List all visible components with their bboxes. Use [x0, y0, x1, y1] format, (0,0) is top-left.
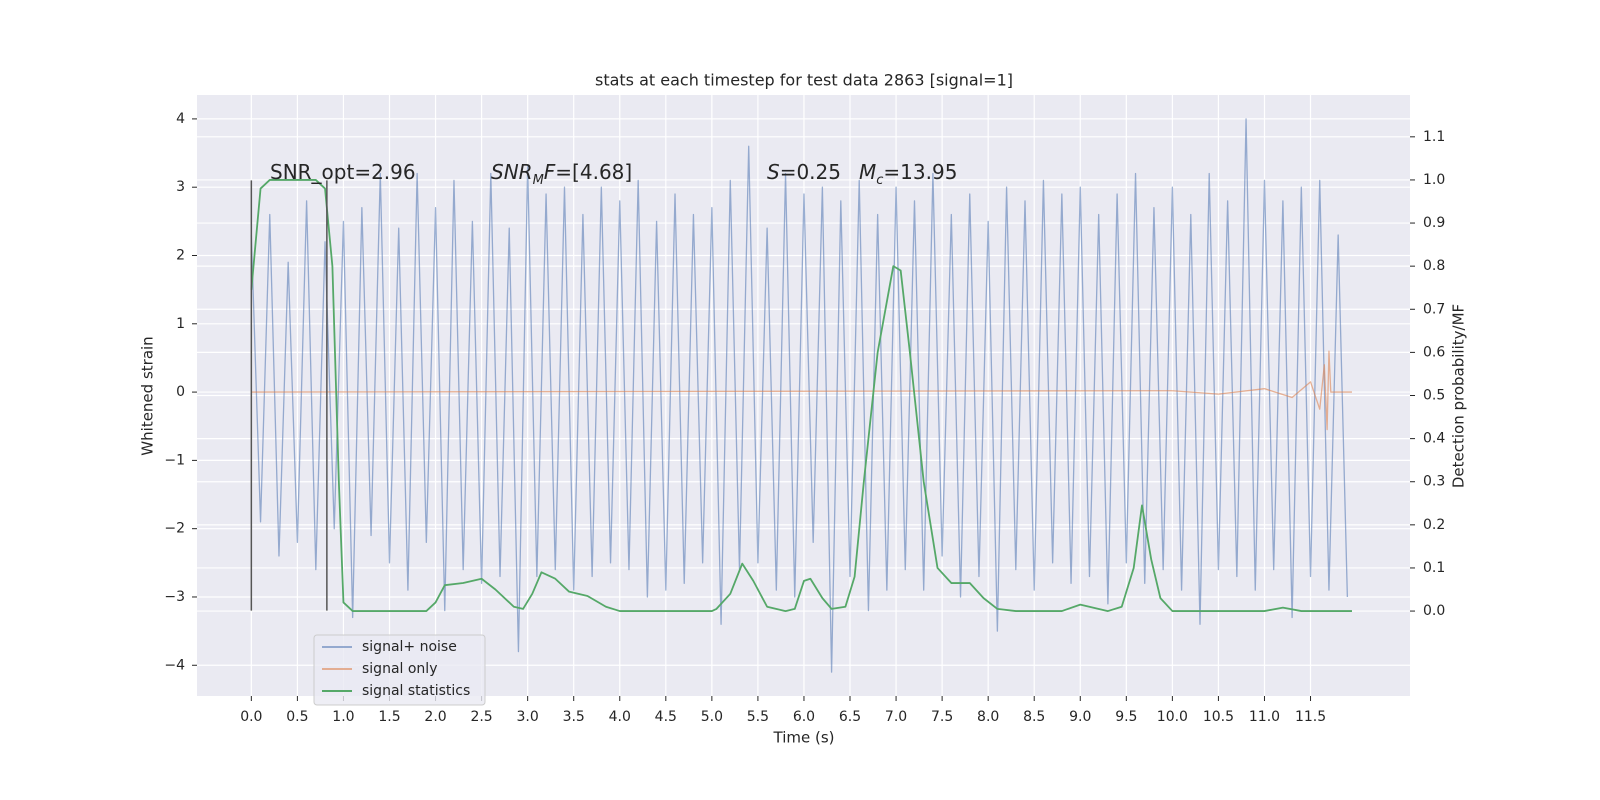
- series-line: [250, 179, 1352, 612]
- y2-tick-label: 0.9: [1423, 215, 1445, 231]
- legend-label: signal only: [362, 661, 437, 677]
- x-tick-label: 5.5: [747, 709, 769, 725]
- y2-tick-label: 1.1: [1423, 129, 1445, 145]
- x-tick-label: 8.5: [1023, 709, 1045, 725]
- chart-title: stats at each timestep for test data 286…: [595, 71, 1013, 90]
- x-tick-label: 0.0: [240, 709, 262, 725]
- x-tick-label: 11.0: [1249, 709, 1280, 725]
- annotation-part: =13.95: [883, 160, 957, 184]
- annotation: SNR_opt=2.96: [270, 160, 416, 184]
- annotation-part: S: [767, 160, 780, 184]
- legend-label: signal+ noise: [362, 639, 457, 655]
- y2-tick-label: 0.3: [1423, 474, 1445, 490]
- x-axis-label: Time (s): [773, 729, 835, 747]
- y2-tick-label: 0.4: [1423, 431, 1445, 447]
- legend-box: [313, 634, 486, 706]
- annotation-part: =[4.68]: [555, 160, 632, 184]
- annotation: S=0.25: [767, 160, 841, 184]
- y-tick-label: 2: [176, 247, 185, 263]
- y-axis-label: Whitened strain: [139, 336, 157, 455]
- annotation-part: SNR: [491, 160, 533, 184]
- x-tick-label: 3.0: [517, 709, 539, 725]
- y-tick-label: 0: [176, 384, 185, 400]
- y-tick-label: −1: [164, 452, 185, 468]
- x-tick-label: 6.0: [793, 709, 815, 725]
- x-tick-label: 3.5: [563, 709, 585, 725]
- x-tick-label: 9.5: [1115, 709, 1137, 725]
- x-tick-label: 7.0: [885, 709, 907, 725]
- y2-axis-label: Detection probability/MF: [1450, 304, 1468, 488]
- y2-tick-label: 0.7: [1423, 301, 1445, 317]
- annotation: Mc=13.95: [859, 160, 957, 189]
- x-tick-label: 8.0: [977, 709, 999, 725]
- y2-tick-label: 0.2: [1423, 517, 1445, 533]
- y-tick-label: −4: [164, 657, 185, 673]
- annotation-part: c: [876, 173, 883, 188]
- y-tick-label: −2: [164, 521, 185, 537]
- x-tick-label: 4.5: [655, 709, 677, 725]
- annotation-part: M: [859, 160, 876, 184]
- y-tick-label: −3: [164, 589, 185, 605]
- x-tick-label: 1.5: [378, 709, 400, 725]
- x-tick-label: 2.0: [424, 709, 446, 725]
- y-tick-label: 1: [176, 316, 185, 332]
- annotation-part: F: [544, 160, 556, 184]
- y2-tick-label: 0.0: [1423, 603, 1445, 619]
- y2-tick-label: 0.1: [1423, 560, 1445, 576]
- x-tick-label: 10.0: [1157, 709, 1188, 725]
- x-tick-label: 10.5: [1203, 709, 1234, 725]
- annotation: SNRMF=[4.68]: [491, 160, 632, 189]
- y-tick-label: 3: [176, 179, 185, 195]
- series-line: [251, 350, 1352, 431]
- series-line: [250, 118, 1349, 673]
- x-tick-label: 4.0: [609, 709, 631, 725]
- x-tick-label: 0.5: [286, 709, 308, 725]
- annotation-part: M: [533, 173, 544, 188]
- x-tick-label: 9.0: [1069, 709, 1091, 725]
- x-tick-label: 1.0: [332, 709, 354, 725]
- legend-label: signal statistics: [362, 683, 470, 699]
- x-tick-label: 11.5: [1295, 709, 1326, 725]
- x-tick-label: 2.5: [470, 709, 492, 725]
- x-tick-label: 5.0: [701, 709, 723, 725]
- y2-tick-label: 0.5: [1423, 388, 1445, 404]
- x-tick-label: 6.5: [839, 709, 861, 725]
- y2-tick-label: 0.6: [1423, 344, 1445, 360]
- y2-tick-label: 0.8: [1423, 258, 1445, 274]
- y-tick-label: 4: [176, 111, 185, 127]
- y2-tick-label: 1.0: [1423, 172, 1445, 188]
- x-tick-label: 7.5: [931, 709, 953, 725]
- annotation-part: =0.25: [780, 160, 841, 184]
- annotation-part: SNR_opt=2.96: [270, 160, 416, 184]
